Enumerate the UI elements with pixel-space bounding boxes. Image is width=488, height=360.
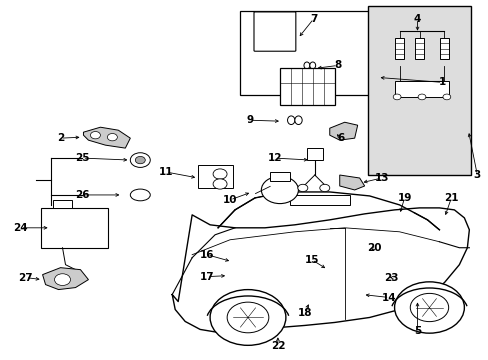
- Bar: [306, 148, 322, 160]
- Text: 1: 1: [438, 77, 445, 87]
- Circle shape: [417, 94, 425, 100]
- Text: 21: 21: [443, 193, 458, 203]
- Ellipse shape: [304, 62, 309, 69]
- Ellipse shape: [294, 116, 302, 125]
- Text: 23: 23: [384, 273, 398, 283]
- Text: 16: 16: [200, 250, 214, 260]
- Text: 5: 5: [413, 327, 420, 336]
- Circle shape: [297, 184, 307, 192]
- Polygon shape: [83, 127, 130, 148]
- Bar: [439, 38, 448, 59]
- Bar: [394, 38, 403, 59]
- Bar: [41, 208, 108, 248]
- Circle shape: [210, 289, 285, 345]
- Polygon shape: [42, 268, 88, 289]
- Text: 25: 25: [75, 153, 89, 163]
- Circle shape: [213, 179, 226, 189]
- Circle shape: [107, 134, 117, 141]
- Circle shape: [319, 184, 329, 192]
- Text: 26: 26: [75, 190, 89, 200]
- Text: 7: 7: [309, 14, 317, 24]
- Text: 8: 8: [333, 60, 341, 71]
- Circle shape: [394, 282, 464, 333]
- Text: 22: 22: [270, 341, 285, 351]
- Bar: [367, 6, 470, 175]
- Circle shape: [90, 131, 100, 139]
- Text: 18: 18: [297, 309, 311, 319]
- Text: 10: 10: [223, 195, 237, 205]
- Text: 14: 14: [382, 293, 396, 302]
- Circle shape: [227, 302, 268, 333]
- Circle shape: [213, 169, 226, 179]
- Bar: [414, 38, 423, 59]
- Circle shape: [409, 293, 448, 321]
- Text: 2: 2: [57, 133, 64, 143]
- Text: 11: 11: [159, 167, 173, 177]
- Bar: [289, 195, 349, 205]
- Circle shape: [392, 94, 400, 100]
- Bar: [394, 81, 448, 97]
- Ellipse shape: [130, 189, 150, 201]
- Polygon shape: [339, 175, 364, 190]
- Text: 24: 24: [13, 223, 28, 233]
- Circle shape: [261, 176, 298, 204]
- FancyBboxPatch shape: [253, 12, 295, 51]
- Ellipse shape: [309, 62, 315, 69]
- Text: 3: 3: [473, 170, 480, 180]
- Text: 12: 12: [267, 153, 282, 163]
- Bar: [269, 172, 289, 181]
- Circle shape: [135, 156, 145, 164]
- Bar: [198, 165, 233, 188]
- Polygon shape: [329, 122, 357, 140]
- Text: 17: 17: [200, 272, 214, 282]
- Circle shape: [442, 94, 450, 100]
- Bar: [279, 68, 334, 105]
- Circle shape: [130, 153, 150, 167]
- Bar: [52, 200, 72, 208]
- Text: 6: 6: [336, 133, 344, 143]
- Text: 20: 20: [366, 243, 381, 253]
- Bar: [240, 11, 377, 95]
- Ellipse shape: [287, 116, 294, 125]
- Text: 9: 9: [246, 115, 253, 125]
- Text: 15: 15: [304, 255, 318, 265]
- Text: 4: 4: [413, 14, 420, 24]
- Text: 27: 27: [18, 273, 33, 283]
- Text: 13: 13: [374, 173, 388, 183]
- Circle shape: [55, 274, 70, 285]
- Text: 19: 19: [397, 193, 411, 203]
